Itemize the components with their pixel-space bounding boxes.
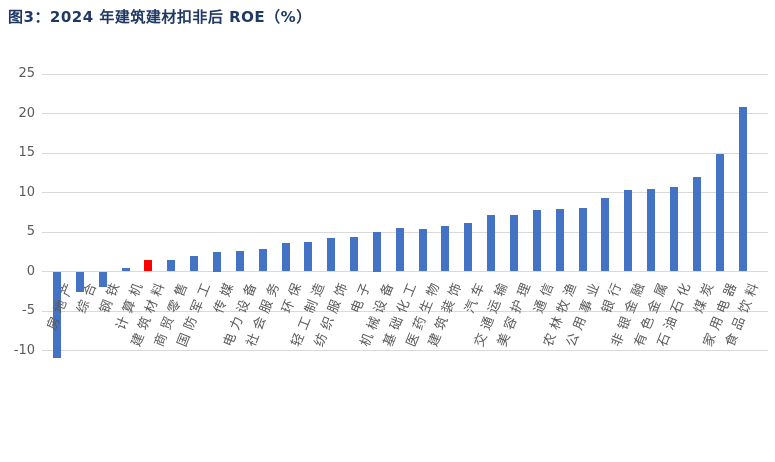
gridline-y-10: [42, 350, 768, 351]
bar-2: [75, 271, 84, 293]
gridline-y15: [42, 152, 768, 154]
gridline-y0: [42, 271, 768, 272]
bar-16: [395, 228, 404, 272]
y-axis-tick-label: 15: [18, 145, 35, 160]
y-axis-tick-label: -5: [22, 303, 35, 318]
bar-22: [532, 209, 541, 272]
y-axis-tick-label: 25: [18, 66, 35, 81]
y-axis-tick-label: 10: [18, 184, 35, 200]
bar-4: [121, 268, 130, 272]
bar-31: [738, 107, 747, 272]
y-axis-tick-label: 0: [26, 263, 35, 279]
bar-14: [350, 236, 359, 272]
bar-23: [555, 209, 564, 272]
bar-9: [235, 250, 244, 272]
bar-15: [372, 232, 381, 272]
bar-19: [464, 223, 473, 272]
bar-29: [692, 177, 701, 272]
bar-13: [327, 238, 336, 272]
chart-canvas: 25 20 15 10 5 0 -5 -10 房地产 综合 钢铁 计算机 建筑材料 商贸零售 国防军工 传媒电…: [0, 53, 772, 411]
gridline-y25: [42, 73, 768, 75]
bar-21: [510, 214, 518, 272]
bar-3: [98, 271, 107, 287]
bar-1: [53, 271, 61, 359]
bar-11: [281, 243, 290, 272]
gridline-y-5: [42, 310, 768, 312]
y-axis-tick-label: 20: [18, 105, 35, 121]
bar-highlight-5: [144, 260, 153, 272]
gridline-y20: [42, 113, 768, 114]
y-axis-tick-label: -10: [13, 342, 35, 358]
bar-18: [441, 225, 450, 272]
bar-24: [578, 207, 587, 272]
gridline-y10: [42, 192, 768, 193]
bar-7: [190, 255, 199, 272]
bar-28: [669, 186, 678, 272]
bar-27: [647, 189, 656, 272]
bar-6: [167, 259, 176, 272]
x-category-label: 房地产: [44, 276, 79, 332]
figure-title: 图3：2024 年建筑建材扣非后 ROE（%）: [8, 8, 312, 26]
bar-30: [715, 153, 724, 272]
bar-25: [601, 198, 610, 272]
bar-12: [304, 242, 313, 272]
bar-17: [418, 228, 427, 272]
bar-10: [258, 248, 267, 272]
bar-26: [624, 190, 633, 272]
gridline-y5: [42, 231, 768, 233]
bar-20: [487, 215, 496, 272]
y-axis-tick-label: 5: [26, 224, 35, 239]
bar-8: [212, 251, 221, 272]
